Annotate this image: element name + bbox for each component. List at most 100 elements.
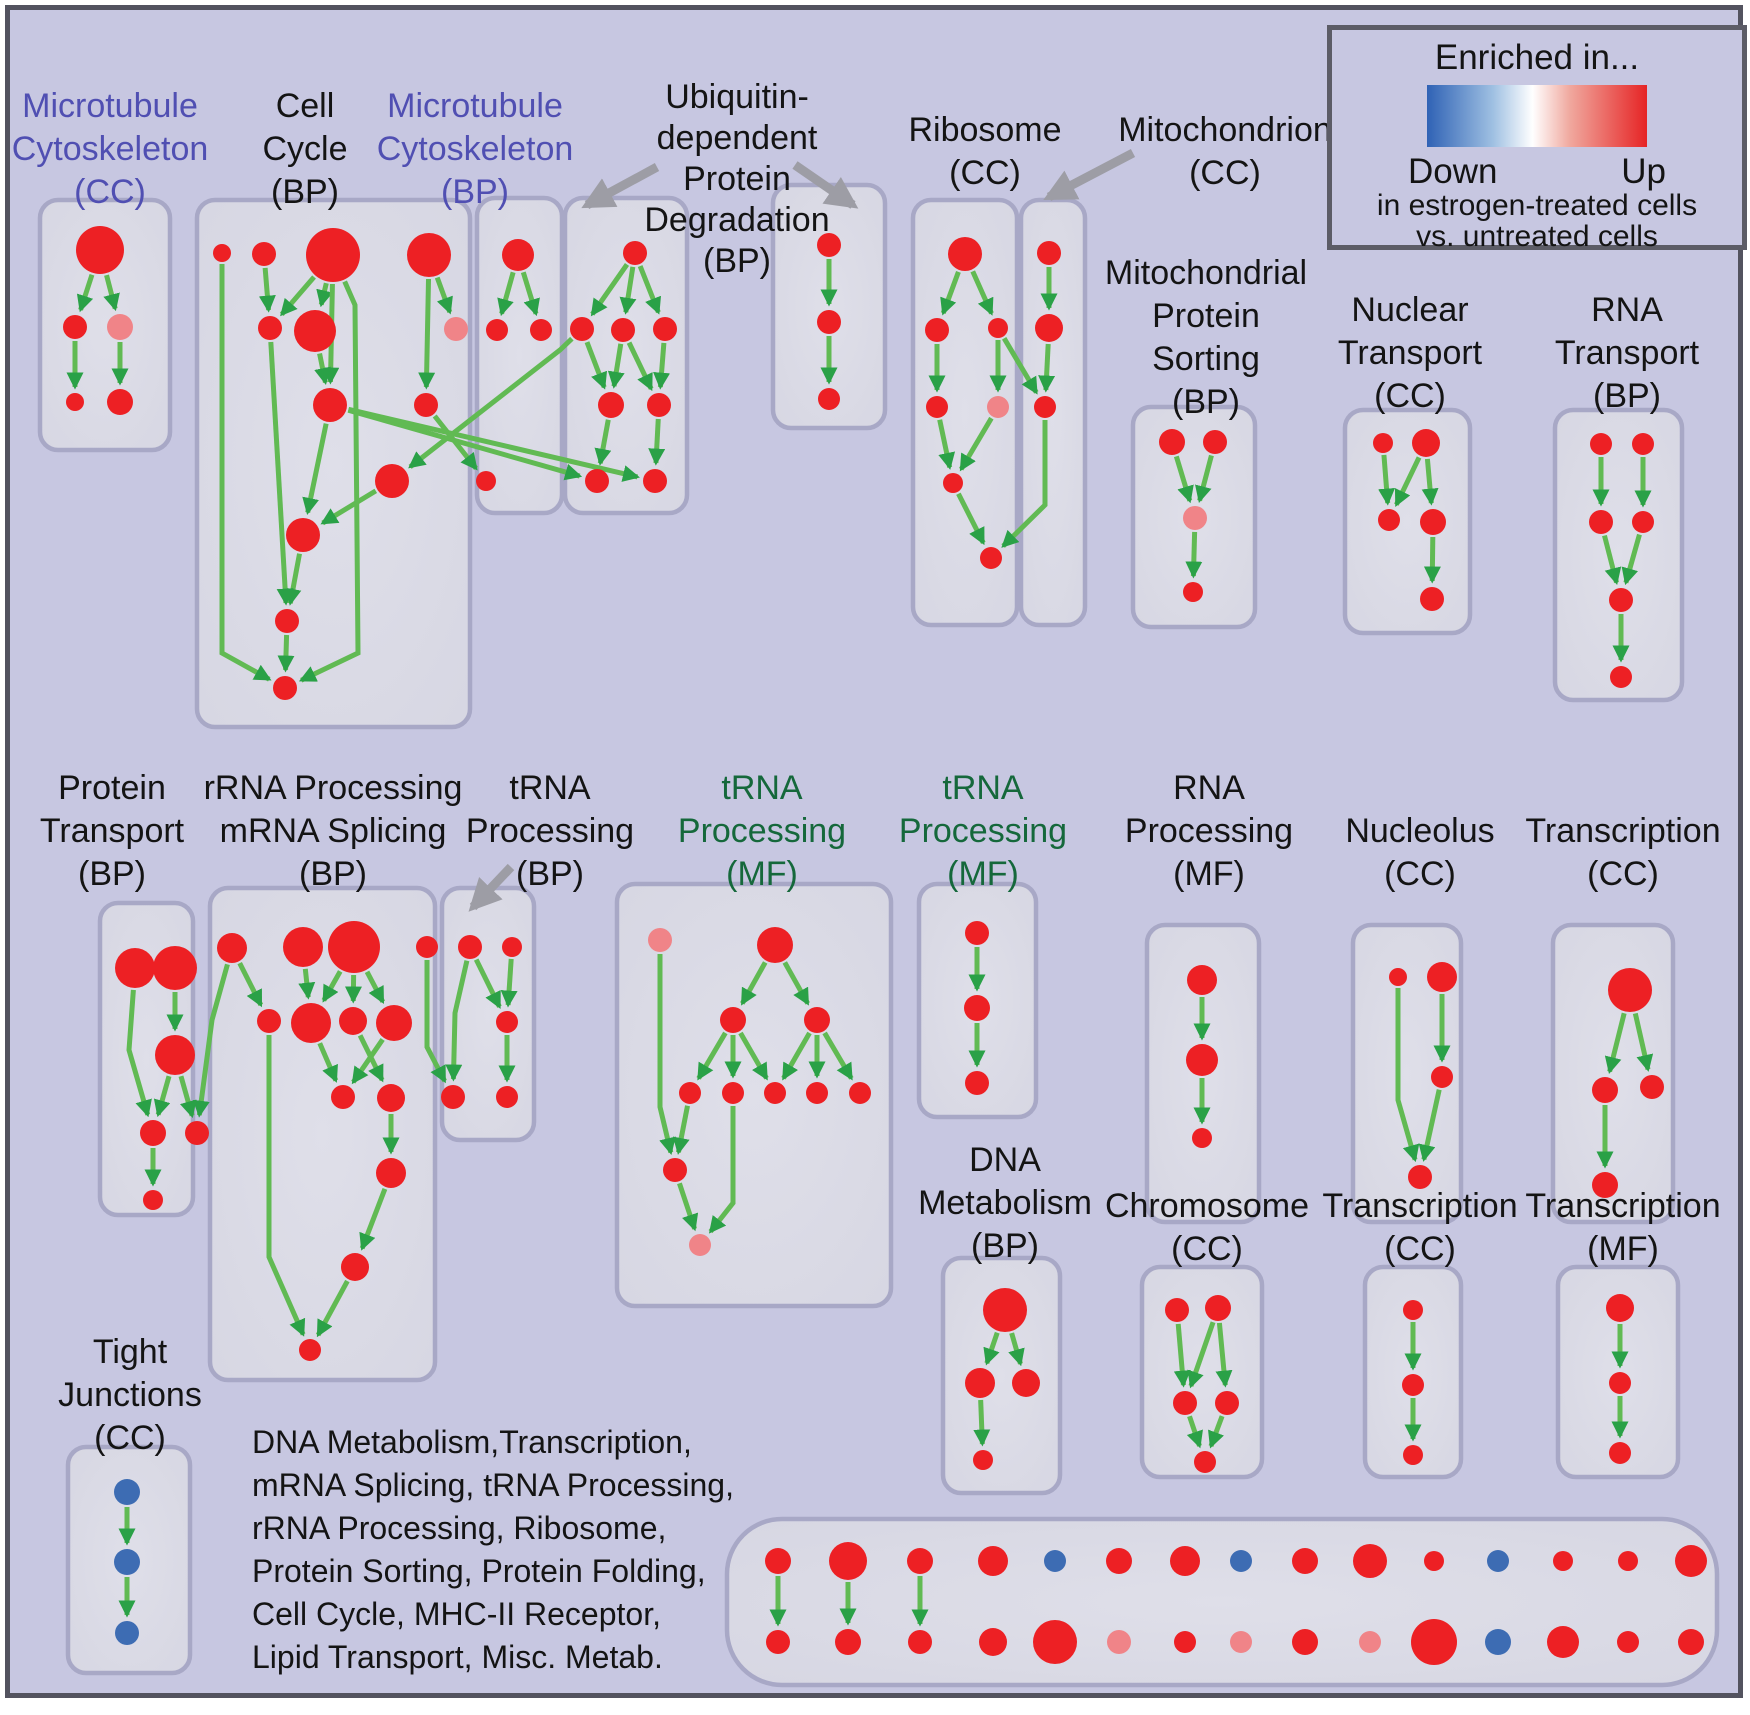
gene-set-node	[987, 396, 1009, 418]
gene-set-node	[1618, 1551, 1638, 1571]
edge-arrow	[314, 353, 331, 385]
edge-arrow	[1173, 455, 1194, 504]
gene-set-node	[1678, 1629, 1704, 1655]
gene-set-node	[115, 948, 155, 988]
gene-set-node	[1610, 666, 1632, 688]
gene-set-node	[908, 1630, 932, 1654]
edge-arrow	[584, 341, 608, 390]
edge-arrow	[347, 406, 640, 482]
legend-gradient-bar	[1427, 85, 1647, 147]
legend-title: Enriched in...	[1434, 38, 1640, 77]
gene-set-node	[643, 469, 667, 493]
edge-arrow	[302, 423, 329, 515]
gene-set-node	[441, 1085, 465, 1109]
gene-set-node	[377, 1084, 405, 1112]
edge-arrow	[590, 263, 630, 317]
edge-arrow	[258, 267, 276, 313]
gene-set-node	[1420, 509, 1446, 535]
go-term-box	[1362, 1264, 1464, 1480]
gene-set-node	[926, 396, 948, 418]
gene-set-node	[1183, 506, 1207, 530]
go-term-box	[940, 1255, 1063, 1496]
gene-set-node	[765, 1548, 791, 1574]
edge-arrow	[473, 958, 502, 1010]
gene-set-node	[107, 314, 133, 340]
gene-set-node	[153, 946, 197, 990]
gene-set-node	[291, 1003, 331, 1043]
go-term-box	[724, 1516, 1720, 1688]
gene-set-node	[647, 393, 671, 417]
edge-arrow	[648, 418, 666, 466]
gene-set-node	[1608, 968, 1652, 1012]
edge-arrow	[445, 960, 470, 1082]
edge-arrow	[626, 341, 654, 392]
edge-arrow	[1215, 1322, 1233, 1388]
edge-arrow	[266, 1035, 306, 1337]
edge-arrow	[738, 1031, 769, 1081]
label-pointer-arrow	[792, 161, 859, 209]
gene-set-node	[313, 388, 347, 422]
edge-arrow	[277, 634, 295, 673]
legend-caption-line1: in estrogen-treated cells	[1376, 189, 1698, 222]
edge-arrow	[672, 1105, 690, 1155]
edge-arrow	[1621, 533, 1642, 586]
gene-set-node	[1012, 1369, 1040, 1397]
gene-set-node	[328, 921, 380, 973]
gene-set-node	[1389, 968, 1407, 986]
gene-set-node	[1215, 1391, 1239, 1415]
gene-set-node	[1640, 1075, 1664, 1099]
edge-arrow	[956, 492, 986, 546]
gene-set-node	[1192, 1128, 1212, 1148]
gene-set-node	[978, 1546, 1008, 1576]
edge-arrow	[1038, 343, 1056, 393]
gene-set-node	[818, 388, 840, 410]
gene-set-node	[1106, 1548, 1132, 1574]
gene-set-node	[983, 1288, 1027, 1332]
legend-endpoints: Down Up	[1408, 152, 1666, 192]
gene-set-node	[444, 317, 468, 341]
gene-set-node	[1632, 511, 1654, 533]
gene-set-node	[331, 1085, 355, 1109]
gene-set-node	[925, 318, 949, 342]
edge-arrow	[1423, 536, 1441, 584]
edge-arrow	[1187, 1321, 1216, 1389]
gene-set-node	[1632, 433, 1654, 455]
gene-set-node	[1553, 1551, 1573, 1571]
edge-arrow	[351, 1038, 385, 1085]
gene-set-node	[1203, 430, 1227, 454]
gene-set-node	[835, 1629, 861, 1655]
gene-set-node	[283, 927, 323, 967]
gene-set-node	[1590, 433, 1612, 455]
gene-set-node	[294, 310, 336, 352]
gene-set-node	[306, 228, 360, 282]
go-term-box	[207, 885, 438, 1383]
edge-arrow	[1208, 1415, 1225, 1449]
edge-arrow	[607, 343, 625, 389]
gene-set-node	[1487, 1550, 1509, 1572]
gene-set-node	[1035, 314, 1063, 342]
gene-set-node	[1609, 1442, 1631, 1464]
edge-arrow	[708, 1106, 736, 1234]
go-term-box	[1552, 407, 1685, 703]
gene-set-node	[1547, 1626, 1579, 1658]
edge-arrow	[1394, 456, 1422, 507]
gene-set-node	[1609, 1372, 1631, 1394]
annotation-arrows	[468, 149, 1136, 912]
gene-set-node	[486, 319, 508, 341]
edge-arrow	[279, 275, 316, 317]
gene-set-node	[476, 471, 496, 491]
gene-set-node	[286, 518, 320, 552]
edge-arrow	[1195, 454, 1214, 504]
gene-set-node	[689, 1234, 711, 1256]
note-line: Cell Cycle, MHC-II Receptor,	[252, 1595, 661, 1632]
gene-set-node	[1403, 1445, 1423, 1465]
go-network-figure: Microtubule Cytoskeleton (CC) Cell Cycle (BP)…	[5, 5, 1747, 1698]
edge-arrow	[653, 342, 671, 390]
edge-arrow	[940, 270, 961, 316]
edge-arrow	[1186, 1415, 1203, 1449]
gene-set-node	[1592, 1077, 1618, 1103]
edge-arrow	[178, 1075, 197, 1119]
edge-arrow	[1418, 1089, 1442, 1162]
edge-arrow	[126, 989, 152, 1118]
gene-set-node	[376, 1005, 412, 1041]
